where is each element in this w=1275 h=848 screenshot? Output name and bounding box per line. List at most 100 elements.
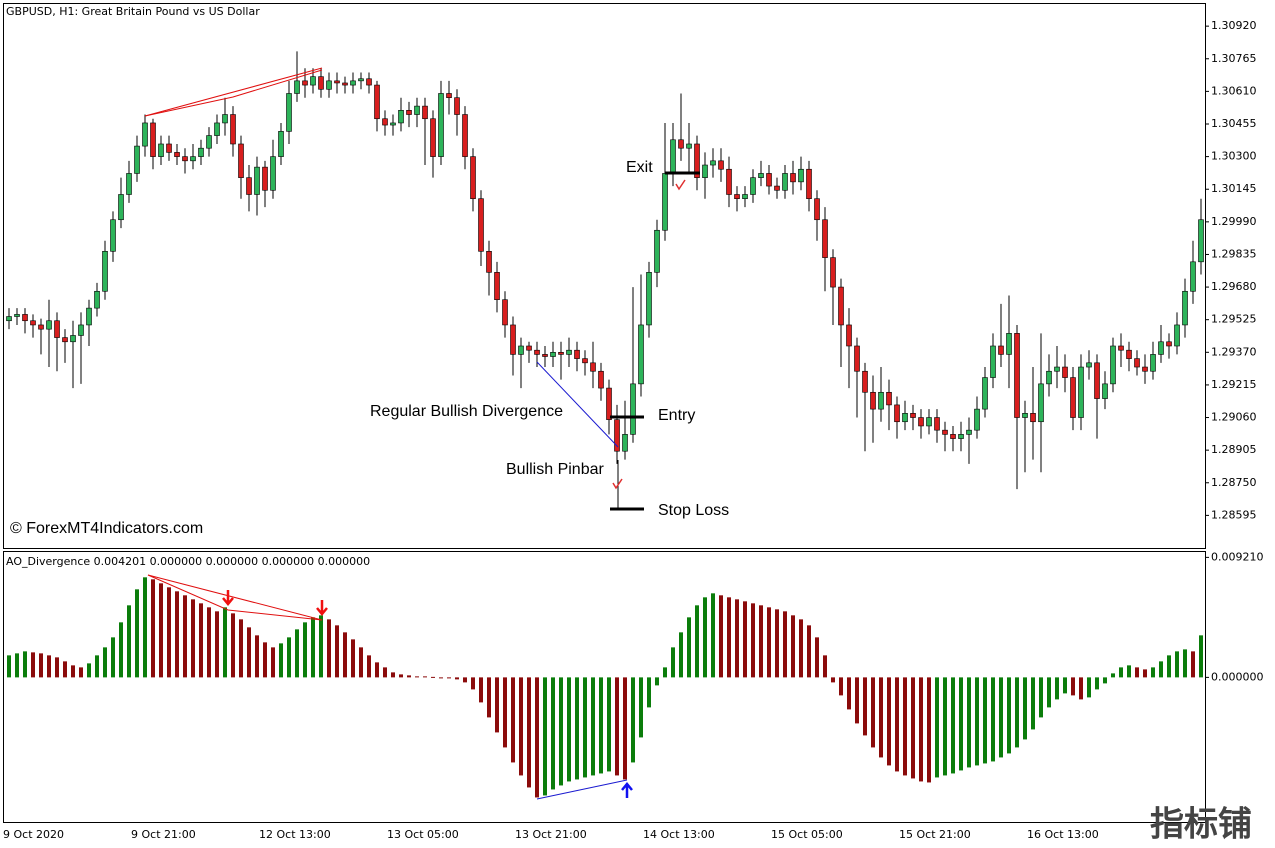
histogram-bar [1119, 667, 1123, 678]
y-tick-label: 1.29680 [1211, 280, 1257, 293]
histogram-bar [207, 607, 211, 678]
histogram-bar [111, 637, 115, 678]
candle-body [646, 272, 652, 326]
histogram-bar [407, 675, 411, 678]
histogram-bar [87, 663, 91, 678]
candle-body [942, 429, 948, 435]
histogram-bar [295, 629, 299, 678]
histogram-bar [639, 677, 643, 738]
candle-body [142, 122, 148, 147]
candle-body [1054, 366, 1060, 372]
bearish-divergence-line [144, 69, 323, 117]
histogram-bar [63, 661, 67, 678]
candle-body [54, 320, 60, 338]
candle-body [662, 173, 668, 231]
candle-body [454, 97, 460, 115]
candle-body [286, 93, 292, 132]
check-mark [675, 179, 686, 191]
candle-body [894, 404, 900, 423]
candle-body [238, 143, 244, 178]
candle-body [350, 80, 356, 86]
histogram-bar [591, 677, 595, 776]
histogram-bar [1063, 677, 1067, 694]
histogram-bar [79, 667, 83, 678]
histogram-bar [871, 677, 875, 748]
y-tick-label: 1.29060 [1211, 411, 1257, 424]
histogram-bar [279, 643, 283, 678]
candle-body [502, 299, 508, 326]
candle-body [1198, 219, 1204, 263]
histogram-bar [39, 653, 43, 678]
candle-body [574, 349, 580, 359]
histogram-bar [943, 677, 947, 776]
x-tick-label: 14 Oct 13:00 [643, 828, 715, 841]
candle-body [630, 383, 636, 435]
y-tick-label: 1.30765 [1211, 52, 1257, 65]
candle-body [158, 143, 164, 157]
histogram-bar [1167, 655, 1171, 678]
bullish-divergence-line [536, 361, 619, 448]
price-pane [3, 3, 1206, 549]
histogram-bar [135, 589, 139, 678]
candle-body [382, 118, 388, 126]
x-tick-label: 15 Oct 21:00 [899, 828, 971, 841]
candle-body [606, 387, 612, 420]
candle-body [830, 257, 836, 288]
y-tick-label: 1.29990 [1211, 215, 1257, 228]
histogram-bar [1079, 677, 1083, 700]
candle-body [14, 314, 20, 317]
candle-body [246, 177, 252, 195]
histogram-bar [15, 653, 19, 678]
candle-body [886, 391, 892, 406]
histogram-bar [143, 577, 147, 678]
candle-body [790, 173, 796, 183]
histogram-bar [751, 603, 755, 678]
y-tick-label: 1.30920 [1211, 19, 1257, 32]
candle-body [526, 345, 532, 351]
histogram-bar [1007, 677, 1011, 754]
chart-title: GBPUSD, H1: Great Britain Pound vs US Do… [6, 5, 260, 18]
candle-body [1190, 261, 1196, 292]
histogram-bar [71, 665, 75, 678]
histogram-bar [55, 657, 59, 678]
histogram-bar [719, 595, 723, 678]
histogram-bar [935, 677, 939, 778]
histogram-bar [367, 655, 371, 678]
histogram-bar [7, 655, 11, 678]
histogram-bar [1175, 651, 1179, 678]
histogram-bar [247, 627, 251, 678]
histogram-bar [559, 677, 563, 786]
x-tick-label: 15 Oct 05:00 [771, 828, 843, 841]
histogram-bar [599, 677, 603, 774]
histogram-bar [527, 677, 531, 788]
histogram-bar [127, 605, 131, 678]
histogram-bar [703, 597, 707, 678]
candle-body [1158, 341, 1164, 355]
candle-body [1094, 362, 1100, 399]
candle-body [566, 349, 572, 355]
candle-body [334, 80, 340, 84]
histogram-bar [223, 607, 227, 678]
candle-body [30, 320, 36, 326]
candle-body [678, 139, 684, 149]
candle-body [798, 168, 804, 183]
candle-body [62, 337, 68, 343]
histogram-bar [551, 677, 555, 790]
histogram-bar [303, 622, 307, 678]
histogram-bar [487, 677, 491, 718]
histogram-bar [399, 674, 403, 678]
candle-body [166, 143, 172, 153]
candle-body [430, 118, 436, 157]
histogram-bar [263, 642, 267, 678]
candle-body [742, 194, 748, 199]
histogram-bar [711, 593, 715, 678]
histogram-bar [167, 587, 171, 678]
candle-body [110, 219, 116, 252]
histogram-bar [1095, 677, 1099, 690]
candle-body [1182, 290, 1188, 326]
histogram-bar [199, 603, 203, 678]
candle-body [262, 166, 268, 191]
sell-arrow [222, 590, 234, 606]
candle-body [870, 391, 876, 410]
histogram-bar [695, 605, 699, 678]
